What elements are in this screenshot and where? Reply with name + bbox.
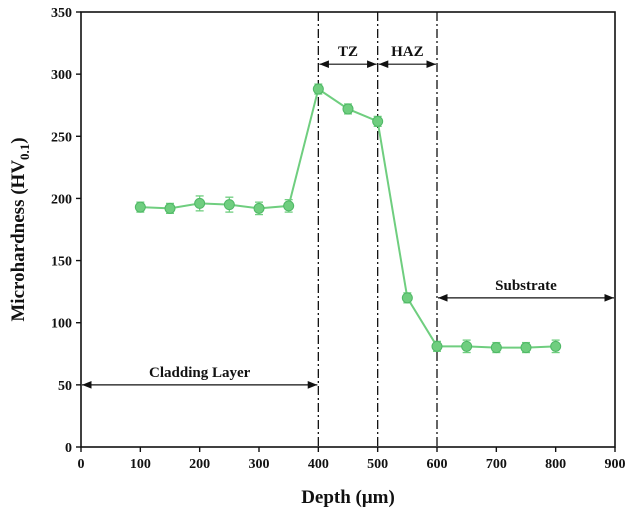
data-point <box>550 340 562 352</box>
data-point <box>134 201 146 213</box>
x-tick-label: 0 <box>78 457 85 472</box>
x-tick-label: 400 <box>308 457 329 472</box>
x-tick-label: 600 <box>427 457 448 472</box>
data-point <box>194 197 206 209</box>
y-tick-label: 150 <box>51 255 72 270</box>
tick-layer: 0 100 200 300 400 500 600 700 800 900 0 50 100 150 200… <box>51 6 626 472</box>
haz-label: HAZ <box>391 44 424 60</box>
data-point <box>461 340 473 352</box>
x-tick-label: 800 <box>545 457 566 472</box>
data-point <box>312 83 324 95</box>
data-point <box>520 342 532 354</box>
data-point <box>223 199 235 211</box>
y-axis-title-subscript: 0.1 <box>17 144 32 160</box>
x-axis-title: Depth (μm) <box>301 487 395 508</box>
data-point <box>401 292 413 304</box>
plot-frame <box>80 11 616 448</box>
y-tick-label: 200 <box>51 192 72 207</box>
annotation-layer: Cladding Layer TZ HAZ Substrate <box>82 12 614 447</box>
cladding-label: Cladding Layer <box>149 365 251 381</box>
y-tick-label: 50 <box>58 379 72 394</box>
x-tick-label: 500 <box>367 457 388 472</box>
y-tick-label: 0 <box>65 441 72 456</box>
y-axis-title-main: Microhardness (HV <box>8 160 29 322</box>
x-tick-label: 300 <box>249 457 270 472</box>
data-point <box>253 202 265 214</box>
y-axis-title: Microhardness (HV0.1) <box>8 137 32 321</box>
data-point <box>490 342 502 354</box>
x-tick-label: 200 <box>189 457 210 472</box>
data-point <box>431 340 443 352</box>
substrate-label: Substrate <box>495 278 557 294</box>
x-tick-label: 100 <box>130 457 151 472</box>
data-point <box>164 202 176 214</box>
data-point <box>283 200 295 212</box>
data-point <box>342 103 354 115</box>
tz-label: TZ <box>338 44 358 60</box>
y-tick-label: 100 <box>51 317 72 332</box>
x-tick-label: 900 <box>605 457 626 472</box>
y-tick-label: 250 <box>51 130 72 145</box>
y-tick-label: 350 <box>51 6 72 21</box>
data-point <box>372 115 384 127</box>
y-tick-label: 300 <box>51 68 72 83</box>
x-tick-label: 700 <box>486 457 507 472</box>
series-layer <box>134 83 562 354</box>
series-line <box>140 87 556 349</box>
y-axis-title-close: ) <box>8 137 29 143</box>
